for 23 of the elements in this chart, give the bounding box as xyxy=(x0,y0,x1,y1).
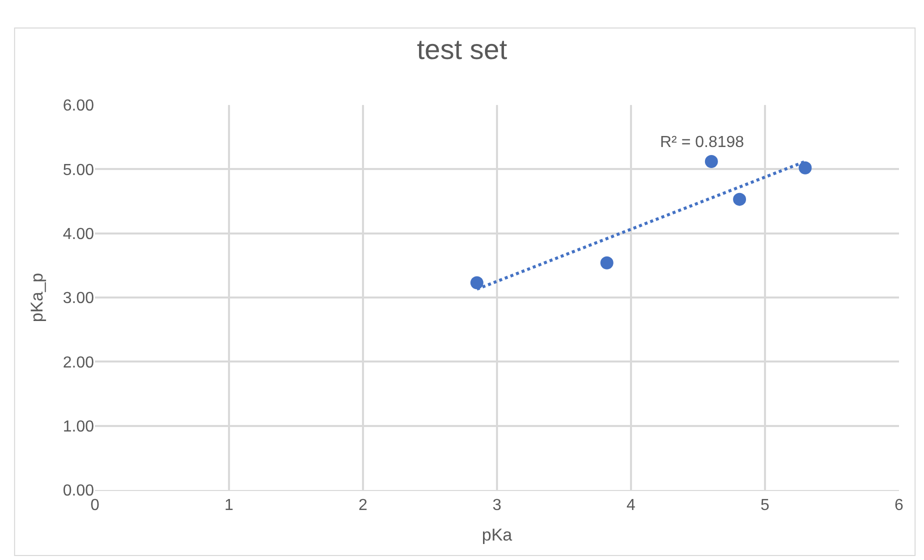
point xyxy=(733,192,746,206)
y-tick-label: 2.00 xyxy=(62,354,94,372)
y-tick-label: 4.00 xyxy=(62,226,94,243)
x-tick-label: 2 xyxy=(358,497,368,514)
x-tick-label: 6 xyxy=(894,497,904,514)
x-tick-label: 3 xyxy=(492,497,502,514)
x-tick-label: 5 xyxy=(760,497,770,514)
point xyxy=(470,276,484,290)
chart-title: test set xyxy=(416,34,508,65)
y-tick-label: 6.00 xyxy=(62,98,94,115)
y-axis-title: pKa_p xyxy=(27,272,46,322)
y-tick-label: 5.00 xyxy=(62,162,94,179)
x-axis-title: pKa xyxy=(482,526,513,545)
y-tick-label: 3.00 xyxy=(62,290,94,308)
y-tick-label: 0.00 xyxy=(62,482,94,500)
y-tick-label: 1.00 xyxy=(62,418,94,436)
point xyxy=(600,256,614,270)
x-tick-label: 1 xyxy=(224,497,234,514)
annotation: R² = 0.8198 xyxy=(660,134,744,151)
x-tick-label: 0 xyxy=(90,497,100,514)
point xyxy=(798,161,812,174)
point xyxy=(704,154,718,168)
x-tick-label: 4 xyxy=(626,497,636,514)
